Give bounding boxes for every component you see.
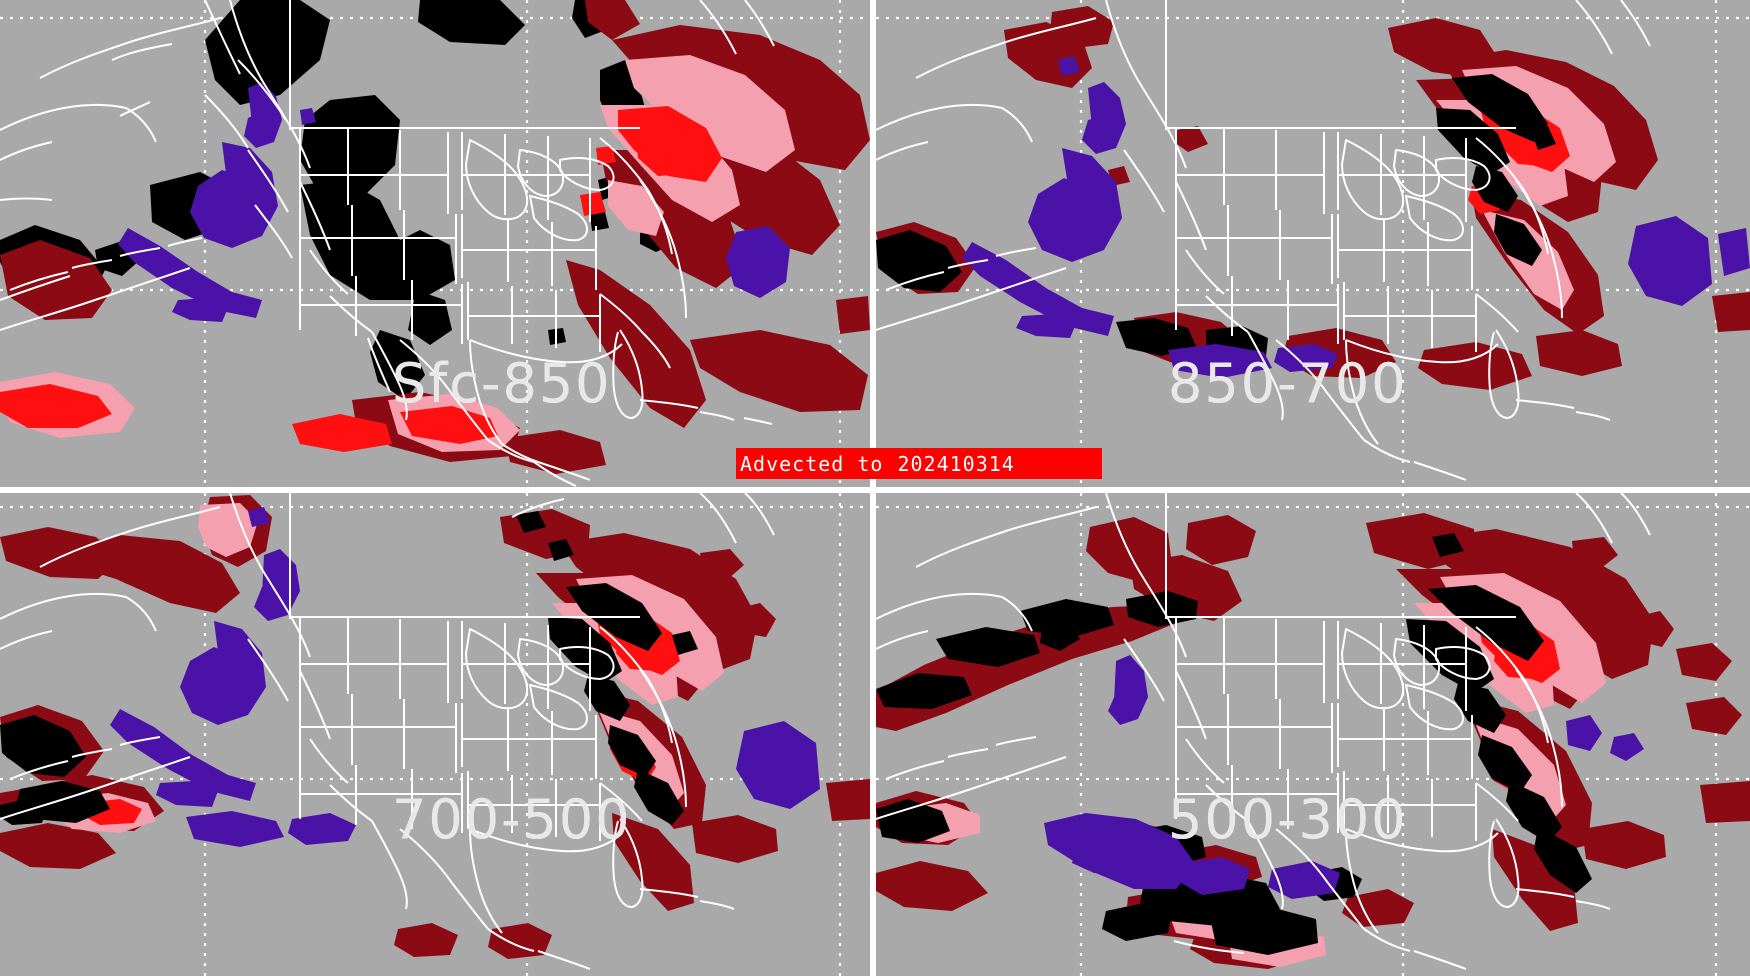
purple-field-sfc850	[118, 82, 790, 322]
map-sfc-850	[0, 0, 870, 487]
panel-700-500[interactable]: 700-500	[0, 493, 870, 976]
advected-prefix-label: Advected to	[740, 451, 884, 476]
map-700-500	[0, 493, 870, 976]
gridlines	[876, 0, 1750, 487]
coastlines-borders	[876, 493, 1651, 970]
purple-field-700500	[110, 507, 820, 847]
purple-field-500300	[1044, 655, 1644, 899]
coastlines-borders	[0, 493, 775, 970]
panel-850-700[interactable]: 850-700	[876, 0, 1750, 487]
advected-date-value: 202410314	[897, 451, 1015, 476]
purple-field-850700	[962, 56, 1750, 378]
bright-red-field-sfc850	[0, 106, 722, 452]
panel-divider-horizontal	[0, 487, 1750, 493]
advected-timestamp-banner: Advected to 202410314	[736, 448, 1102, 479]
panel-sfc-850[interactable]: Sfc-850	[0, 0, 870, 487]
coastlines-borders	[0, 0, 775, 487]
coastlines-borders	[876, 0, 1651, 481]
map-500-300	[876, 493, 1750, 976]
panel-500-300[interactable]: 500-300	[876, 493, 1750, 976]
map-850-700	[876, 0, 1750, 487]
